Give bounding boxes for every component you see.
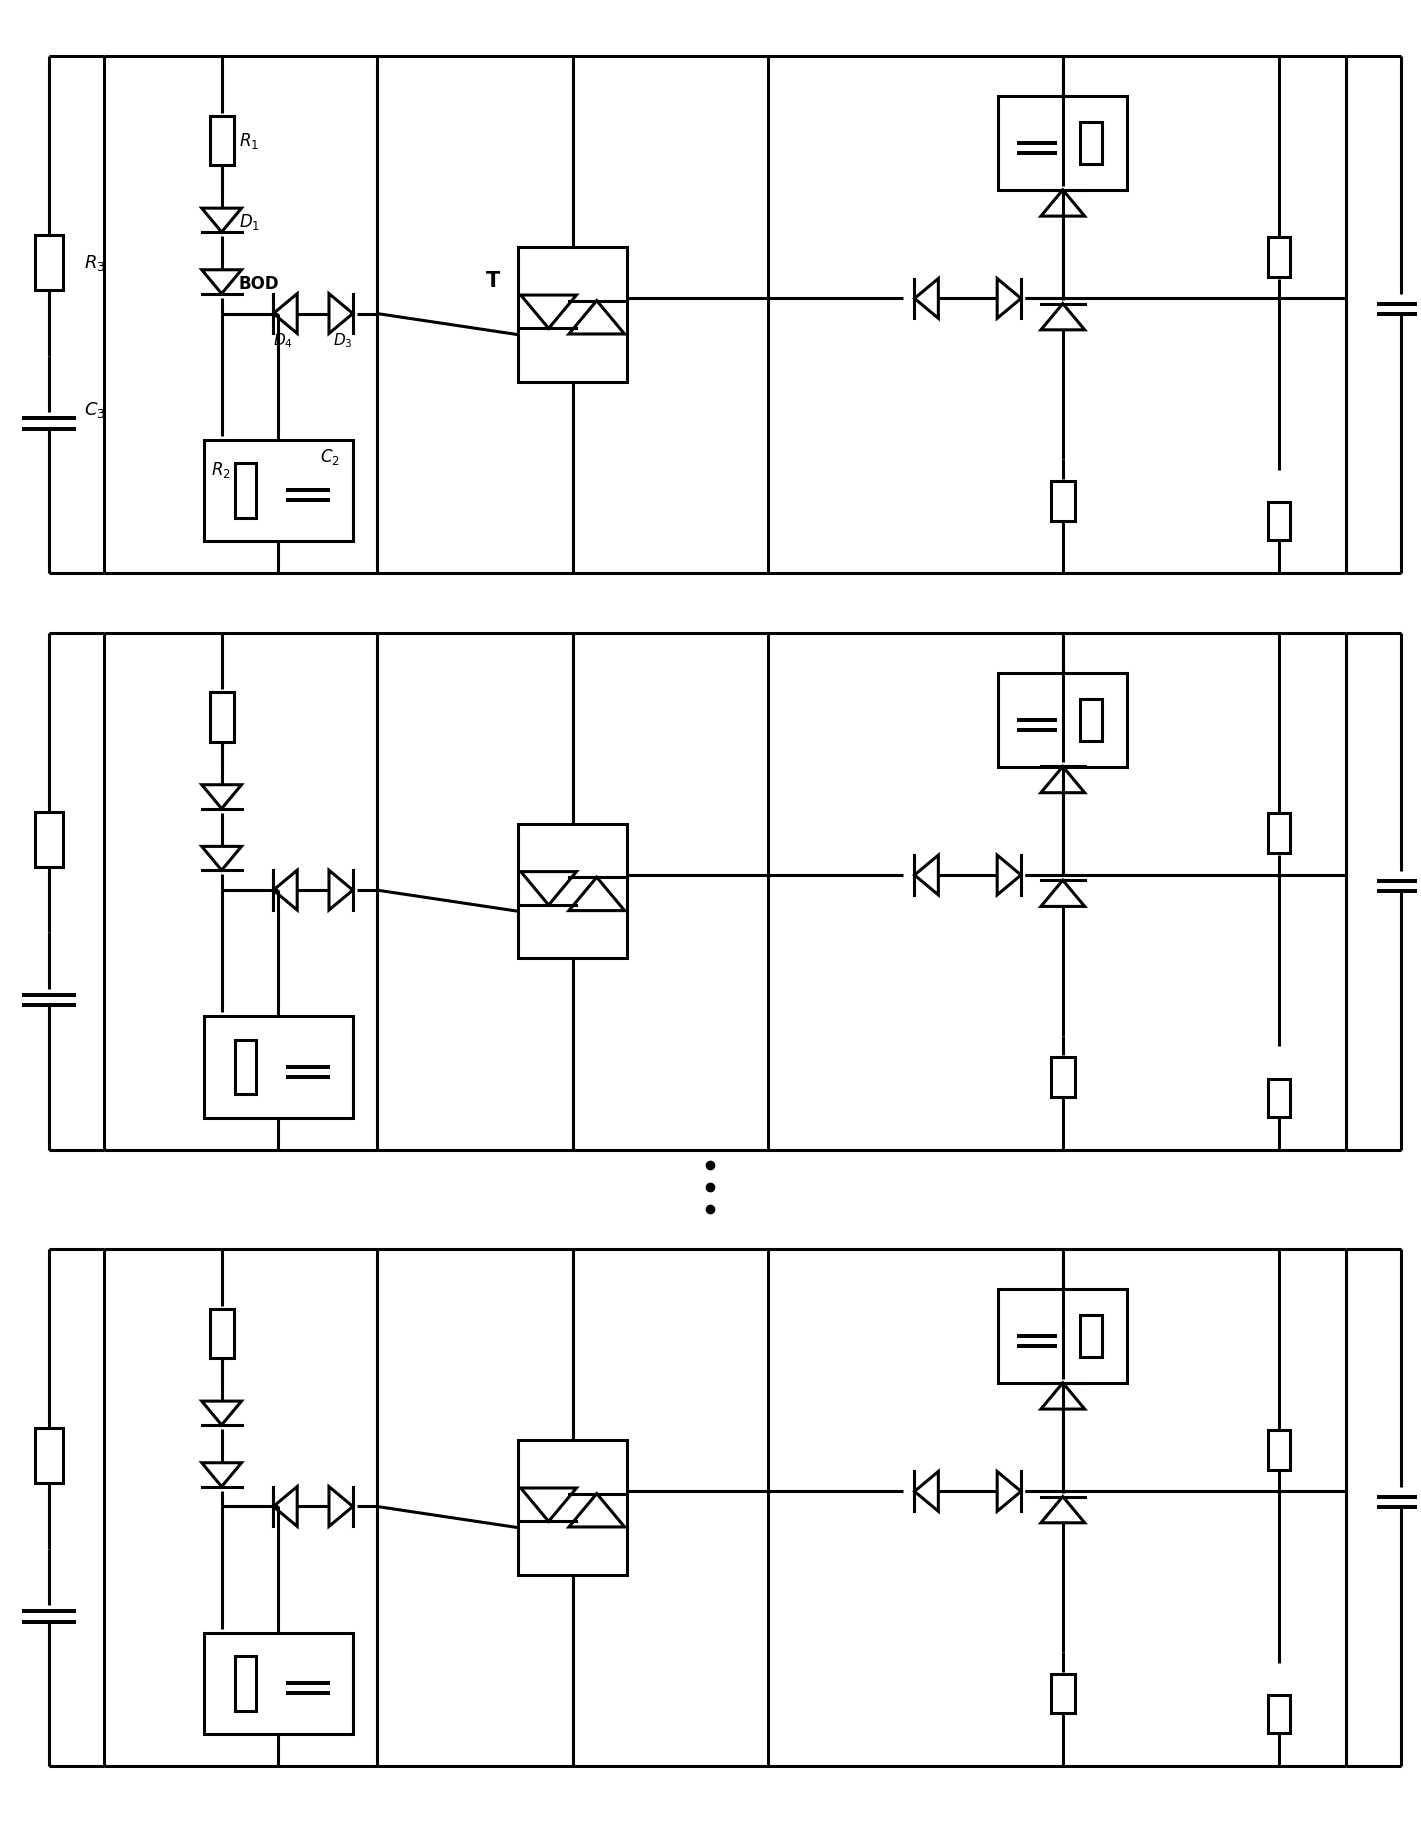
Bar (998, 97, 1127, 191)
Bar (1052, 1058, 1074, 1096)
Bar (1268, 1429, 1290, 1470)
Bar (210, 117, 233, 166)
Bar (1268, 1080, 1290, 1116)
Bar (234, 1655, 256, 1710)
Text: $R_1$: $R_1$ (239, 131, 259, 151)
Bar (1080, 122, 1103, 164)
Bar (1080, 1315, 1103, 1357)
Bar (1080, 699, 1103, 741)
Text: $R_3$: $R_3$ (84, 253, 105, 273)
Text: $D_3$: $D_3$ (333, 331, 352, 350)
Bar (1268, 237, 1290, 277)
Text: $D_1$: $D_1$ (239, 211, 260, 231)
Bar (234, 1040, 256, 1094)
Bar (1268, 503, 1290, 541)
Bar (203, 441, 352, 541)
Bar (210, 692, 233, 741)
Bar (36, 1428, 63, 1482)
Text: T: T (486, 271, 500, 291)
Bar (519, 1440, 627, 1575)
Bar (1052, 1673, 1074, 1714)
Text: $R_2$: $R_2$ (210, 461, 230, 481)
Text: $D_4$: $D_4$ (273, 331, 293, 350)
Bar (1268, 1695, 1290, 1734)
Bar (519, 825, 627, 958)
Bar (1268, 814, 1290, 852)
Bar (36, 812, 63, 867)
Bar (36, 235, 63, 290)
Bar (210, 1309, 233, 1358)
Bar (998, 1289, 1127, 1384)
Bar (998, 672, 1127, 767)
Bar (1052, 481, 1074, 521)
Text: $C_2$: $C_2$ (320, 448, 340, 466)
Text: $C_3$: $C_3$ (84, 401, 105, 421)
Bar (234, 463, 256, 517)
Bar (203, 1633, 352, 1734)
Bar (519, 248, 627, 382)
Text: BOD: BOD (239, 275, 279, 293)
Bar (203, 1016, 352, 1118)
